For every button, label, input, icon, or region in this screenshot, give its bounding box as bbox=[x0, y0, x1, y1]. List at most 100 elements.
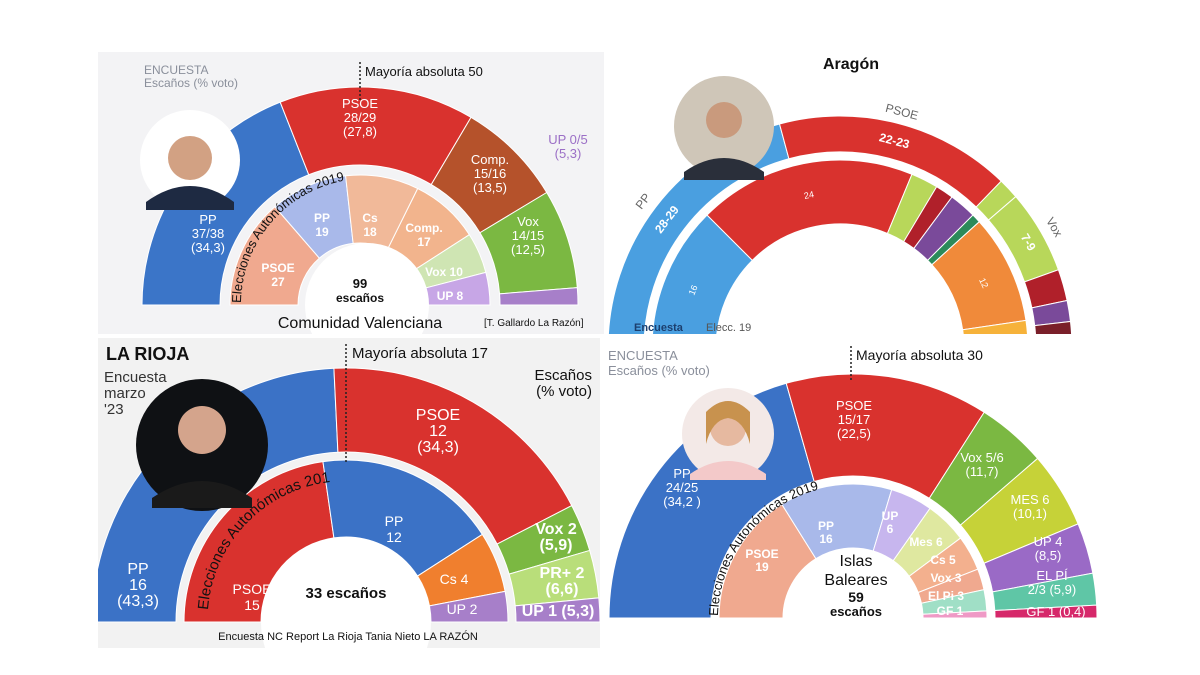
rioja-outer-label-1-line-1: 12 bbox=[429, 423, 447, 440]
rioja-photo bbox=[136, 379, 268, 511]
valencia-credit: [T. Gallardo La Razón] bbox=[484, 318, 584, 329]
valencia-inner-label-0-line-1: 27 bbox=[271, 275, 285, 289]
baleares-inner-label-7-line-0: GF 1 bbox=[937, 604, 964, 618]
baleares-outer-label-3-line-1: (10,1) bbox=[1013, 506, 1047, 521]
valencia-total-label: escaños bbox=[336, 291, 384, 305]
rioja-total: 33 escaños bbox=[306, 585, 387, 602]
valencia-legend-line1: ENCUESTA bbox=[144, 63, 208, 77]
rioja-inner-label-3-line-0: UP 2 bbox=[447, 601, 478, 617]
baleares-inner-label-5-line-0: Vox 3 bbox=[930, 571, 961, 585]
valencia-outer-label-3-line-0: Vox bbox=[517, 214, 539, 229]
aragon-photo bbox=[674, 76, 774, 180]
rioja-chart: LA RIOJA Encuesta marzo '23 Mayoría abso… bbox=[98, 338, 600, 648]
aragon-outer-slice-6 bbox=[1034, 320, 1073, 334]
valencia-title: Comunidad Valenciana bbox=[278, 315, 442, 332]
baleares-inner-label-2-line-0: UP bbox=[882, 509, 899, 523]
aragon-inner-slice-7 bbox=[962, 319, 1028, 334]
valencia-inner-label-1-line-0: PP bbox=[314, 211, 330, 225]
valencia-outer-label-1-line-0: PSOE bbox=[342, 96, 378, 111]
rioja-legend-line1: Encuesta bbox=[104, 369, 167, 386]
baleares-outer-label-1-line-2: (22,5) bbox=[837, 426, 871, 441]
baleares-inner-label-0-line-0: PSOE bbox=[745, 547, 778, 561]
valencia-inner-label-1-line-1: 19 bbox=[315, 225, 329, 239]
baleares-outer-label-6-line-0: GF 1 (0,4) bbox=[1026, 604, 1085, 619]
rioja-inner-label-0-line-1: 15 bbox=[244, 597, 260, 613]
rioja-outer-label-4-line-0: UP 1 (5,3) bbox=[522, 603, 595, 620]
rioja-panel: LA RIOJA Encuesta marzo '23 Mayoría abso… bbox=[98, 338, 600, 648]
valencia-chart: ENCUESTA Escaños (% voto) Mayoría absolu… bbox=[140, 62, 588, 334]
baleares-total-line3: 59 bbox=[848, 589, 864, 605]
baleares-total-line2: Baleares bbox=[824, 572, 887, 589]
aragon-right-label: Elecc. 19 bbox=[706, 322, 751, 334]
rioja-inner-label-1-line-1: 12 bbox=[386, 529, 402, 545]
rioja-outer-slice-4 bbox=[514, 597, 600, 623]
baleares-outer-label-5-line-1: 2/3 (5,9) bbox=[1028, 582, 1076, 597]
rioja-outer-label-2-line-0: Vox 2 bbox=[535, 521, 577, 538]
rioja-outer-label-3-line-1: (6,6) bbox=[546, 581, 579, 598]
valencia-outer-label-4-line-0: UP 0/5 bbox=[548, 132, 588, 147]
valencia-photo bbox=[140, 110, 240, 210]
rioja-outer-label-1-line-2: (34,3) bbox=[417, 439, 459, 456]
rioja-center-circle bbox=[261, 537, 431, 648]
rioja-outer-label-1-line-0: PSOE bbox=[416, 407, 460, 424]
rioja-legend-line2: marzo bbox=[104, 385, 146, 402]
valencia-outer-slice-4 bbox=[499, 287, 579, 306]
aragon-inner-inside-1-line-0: 24 bbox=[803, 189, 815, 201]
valencia-inner-label-0-line-0: PSOE bbox=[261, 261, 294, 275]
valencia-inner-label-4-line-0: Vox 10 bbox=[425, 265, 463, 279]
aragon-title: Aragón bbox=[823, 56, 879, 73]
valencia-total-number: 99 bbox=[353, 276, 367, 291]
valencia-outer-label-1-line-1: 28/29 bbox=[344, 110, 377, 125]
aragon-panel: Aragón 28-29 PP 22-23 PSOE 7-9 Vox 16 24 12 Encu… bbox=[608, 48, 1092, 334]
rioja-legend-right-line1: Escaños bbox=[534, 367, 592, 384]
baleares-legend-line2: Escaños (% voto) bbox=[608, 363, 710, 378]
baleares-inner-label-1-line-1: 16 bbox=[819, 532, 833, 546]
baleares-center-circle bbox=[783, 548, 923, 622]
rioja-outer-label-2-line-1: (5,9) bbox=[540, 537, 573, 554]
baleares-outer-slice-6 bbox=[994, 604, 1098, 619]
valencia-outer-label-1-line-2: (27,8) bbox=[343, 124, 377, 139]
rioja-inner-label-1-line-0: PP bbox=[385, 513, 404, 529]
valencia-inner-label-2-line-0: Cs bbox=[362, 211, 378, 225]
valencia-majority-label: Mayoría absoluta 50 bbox=[365, 64, 483, 79]
baleares-inner-label-6-line-0: El Pi 3 bbox=[928, 589, 964, 603]
baleares-outer-label-0-line-0: PP bbox=[673, 466, 690, 481]
baleares-total-line4: escaños bbox=[830, 604, 882, 619]
rioja-outer-label-0-line-0: PP bbox=[127, 561, 148, 578]
valencia-outer-label-3-line-1: 14/15 bbox=[512, 228, 545, 243]
aragon-left-label: Encuesta bbox=[634, 322, 684, 334]
baleares-panel: ENCUESTA Escaños (% voto) Mayoría absolu… bbox=[604, 340, 1098, 622]
valencia-outer-label-0-line-2: (34,3) bbox=[191, 240, 225, 255]
valencia-outer-label-2-line-2: (13,5) bbox=[473, 180, 507, 195]
valencia-panel: ENCUESTA Escaños (% voto) Mayoría absolu… bbox=[98, 52, 604, 334]
baleares-outer-label-1-line-0: PSOE bbox=[836, 398, 872, 413]
baleares-inner-label-2-line-1: 6 bbox=[887, 522, 894, 536]
rioja-majority-label: Mayoría absoluta 17 bbox=[352, 345, 488, 362]
rioja-inner-label-2-line-0: Cs 4 bbox=[440, 571, 469, 587]
rioja-outer-label-3-line-0: PR+ 2 bbox=[540, 565, 585, 582]
baleares-outer-label-4-line-1: (8,5) bbox=[1035, 548, 1062, 563]
baleares-outer-label-2-line-1: (11,7) bbox=[966, 464, 999, 479]
valencia-center-circle bbox=[305, 243, 429, 334]
valencia-inner-label-2-line-1: 18 bbox=[363, 225, 377, 239]
aragon-outer-name-3-line-0: Vox bbox=[1043, 215, 1065, 239]
baleares-inner-label-4-line-0: Cs 5 bbox=[930, 553, 956, 567]
aragon-outer-name-0-line-0: PP bbox=[633, 191, 654, 212]
rioja-inner-label-0-line-0: PSOE bbox=[233, 581, 272, 597]
valencia-inner-label-3-line-0: Comp. bbox=[405, 221, 442, 235]
rioja-outer-label-0-line-1: 16 bbox=[129, 577, 147, 594]
baleares-photo bbox=[682, 388, 774, 480]
baleares-inner-label-1-line-0: PP bbox=[818, 519, 834, 533]
baleares-legend-line1: ENCUESTA bbox=[608, 348, 678, 363]
baleares-inner-label-3-line-0: Mes 6 bbox=[909, 535, 943, 549]
rioja-legend-right-line2: (% voto) bbox=[536, 383, 592, 400]
baleares-outer-label-1-line-1: 15/17 bbox=[838, 412, 871, 427]
valencia-outer-label-4-line-1: (5,3) bbox=[555, 146, 582, 161]
baleares-outer-label-0-line-2: (34,2 ) bbox=[663, 494, 701, 509]
valencia-outer-label-0-line-0: PP bbox=[199, 212, 216, 227]
baleares-chart: ENCUESTA Escaños (% voto) Mayoría absolu… bbox=[608, 346, 1098, 622]
baleares-inner-label-0-line-1: 19 bbox=[755, 560, 769, 574]
valencia-outer-label-2-line-0: Comp. bbox=[471, 152, 509, 167]
baleares-outer-label-4-line-0: UP 4 bbox=[1034, 534, 1063, 549]
